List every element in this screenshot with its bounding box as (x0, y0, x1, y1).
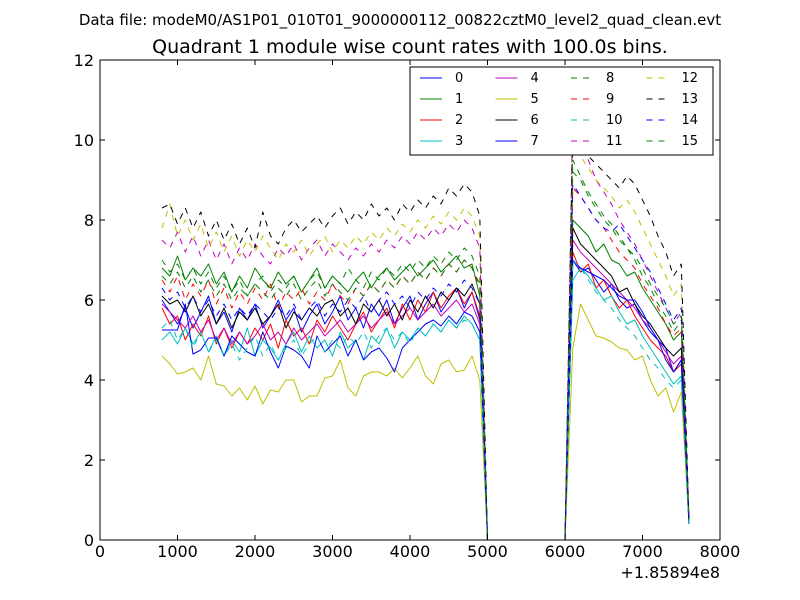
x-tick-label: 5000 (467, 542, 508, 561)
figure-suptitle: Data file: modeM0/AS1P01_010T01_90000001… (79, 11, 721, 30)
legend-label-13: 13 (682, 92, 699, 107)
x-tick-label: 8000 (700, 542, 741, 561)
legend-label-6: 6 (531, 113, 539, 128)
series-line-15 (161, 159, 690, 540)
chart-title: Quadrant 1 module wise count rates with … (152, 36, 668, 58)
series-line-12 (161, 147, 690, 540)
series-layer (161, 107, 690, 540)
ticks-layer: 0 1000 2000 3000 4000 5000 6000 7000 80000246810… (74, 51, 741, 561)
legend-label-9: 9 (606, 92, 614, 107)
series-line-4 (161, 239, 690, 540)
x-tick-label: 3000 (312, 542, 353, 561)
x-tick-label: 0 (95, 542, 105, 561)
series-line-6 (161, 227, 690, 540)
legend-label-5: 5 (531, 92, 539, 107)
y-tick-label: 2 (84, 451, 94, 470)
legend-label-12: 12 (682, 71, 699, 86)
legend-label-0: 0 (455, 71, 463, 86)
legend-label-14: 14 (682, 113, 699, 128)
legend-label-1: 1 (455, 92, 463, 107)
legend-label-15: 15 (682, 134, 699, 149)
x-tick-label: 4000 (390, 542, 431, 561)
series-line-3 (161, 267, 690, 540)
y-tick-label: 10 (74, 131, 94, 150)
legend-label-2: 2 (455, 113, 463, 128)
legend-label-8: 8 (606, 71, 614, 86)
x-tick-label: 2000 (235, 542, 276, 561)
x-tick-label: 1000 (157, 542, 198, 561)
series-line-1 (161, 219, 690, 540)
y-tick-label: 4 (84, 371, 94, 390)
y-tick-label: 6 (84, 291, 94, 310)
x-tick-label: 7000 (622, 542, 663, 561)
legend-label-11: 11 (606, 134, 623, 149)
y-tick-label: 8 (84, 211, 94, 230)
x-offset-label: +1.85894e8 (620, 563, 720, 582)
legend-label-7: 7 (531, 134, 539, 149)
series-line-8 (161, 171, 690, 540)
y-tick-label: 0 (84, 531, 94, 550)
legend-label-4: 4 (531, 71, 539, 86)
series-line-5 (161, 303, 690, 540)
series-line-11 (161, 107, 690, 540)
series-line-10 (161, 259, 690, 540)
y-tick-label: 12 (74, 51, 94, 70)
legend-label-3: 3 (455, 134, 463, 149)
legend-label-10: 10 (606, 113, 623, 128)
series-line-0 (161, 259, 690, 540)
legend-box (409, 66, 714, 156)
x-tick-label: 6000 (545, 542, 586, 561)
series-line-7 (162, 259, 690, 540)
